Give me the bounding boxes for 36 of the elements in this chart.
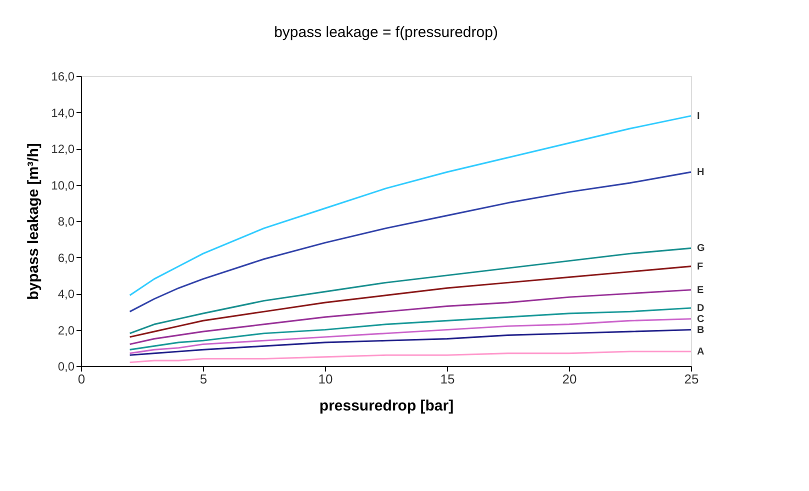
line-series xyxy=(129,318,692,354)
x-tick-label: 10 xyxy=(318,372,333,386)
y-tick-label: 4,0 xyxy=(58,287,75,301)
series-label: H xyxy=(697,167,704,178)
line-series xyxy=(129,307,692,350)
x-tick-label: 20 xyxy=(562,372,577,386)
series-label: A xyxy=(697,346,704,358)
line-series xyxy=(129,266,692,338)
x-tick-label: 5 xyxy=(200,372,208,386)
series-label: B xyxy=(697,324,704,336)
y-tick-label: 12,0 xyxy=(51,142,75,156)
series-label: G xyxy=(697,243,705,254)
series-label: E xyxy=(697,284,704,296)
series-label: C xyxy=(697,314,704,325)
y-axis-title: bypass leakage [m³/h] xyxy=(25,143,42,300)
series-label: I xyxy=(697,110,700,122)
chart-title: bypass leakage = f(pressuredrop) xyxy=(274,24,498,41)
y-tick-label: 10,0 xyxy=(51,178,75,192)
y-tick-label: 0,0 xyxy=(58,360,75,374)
line-series xyxy=(129,328,692,356)
y-tick-label: 14,0 xyxy=(51,106,75,120)
line-series xyxy=(129,115,692,296)
x-tick-label: 25 xyxy=(684,372,699,386)
series-label: D xyxy=(697,303,704,314)
line-series xyxy=(129,171,692,312)
series-label: F xyxy=(697,261,704,272)
y-tick-label: 16,0 xyxy=(51,70,75,84)
x-tick-label: 0 xyxy=(78,372,86,386)
y-tick-label: 2,0 xyxy=(58,323,75,338)
x-axis-title: pressuredrop [bar] xyxy=(319,398,454,414)
line-series xyxy=(129,247,692,334)
y-tick-label: 8,0 xyxy=(58,214,75,228)
line-series xyxy=(129,350,692,364)
x-tick-label: 15 xyxy=(440,372,455,386)
line-series xyxy=(129,289,692,346)
y-tick-label: 6,0 xyxy=(58,250,75,265)
